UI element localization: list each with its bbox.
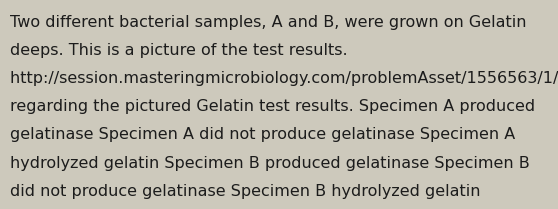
Text: gelatinase Specimen A did not produce gelatinase Specimen A: gelatinase Specimen A did not produce ge… xyxy=(10,127,515,143)
Text: Two different bacterial samples, A and B, were grown on Gelatin: Two different bacterial samples, A and B… xyxy=(10,15,527,30)
Text: regarding the pictured Gelatin test results. Specimen A produced: regarding the pictured Gelatin test resu… xyxy=(10,99,535,114)
Text: deeps. This is a picture of the test results.: deeps. This is a picture of the test res… xyxy=(10,43,348,58)
Text: hydrolyzed gelatin Specimen B produced gelatinase Specimen B: hydrolyzed gelatin Specimen B produced g… xyxy=(10,156,530,171)
Text: did not produce gelatinase Specimen B hydrolyzed gelatin: did not produce gelatinase Specimen B hy… xyxy=(10,184,480,199)
Text: http://session.masteringmicrobiology.com/problemAsset/1556563/1/gelatin_hydrolys: http://session.masteringmicrobiology.com… xyxy=(10,71,558,87)
